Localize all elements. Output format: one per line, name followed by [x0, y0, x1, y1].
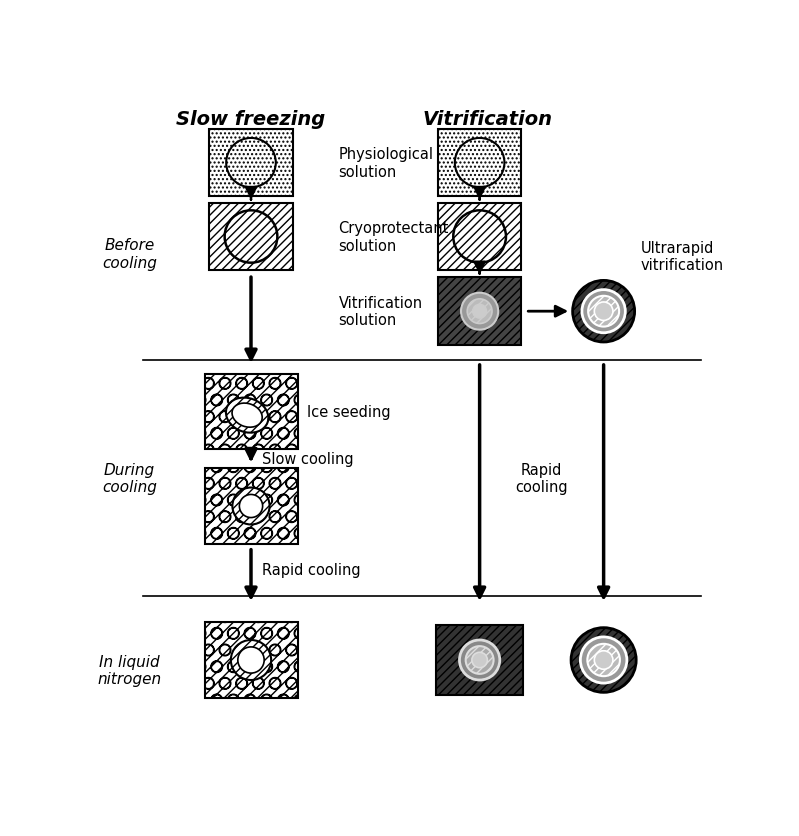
Text: During
cooling: During cooling: [102, 462, 157, 495]
Circle shape: [473, 305, 487, 319]
Bar: [438, 130, 522, 197]
Text: Ice seeding: Ice seeding: [307, 405, 391, 420]
Circle shape: [588, 297, 619, 327]
Text: Vitrification
solution: Vitrification solution: [339, 296, 423, 328]
Circle shape: [467, 299, 492, 324]
Circle shape: [582, 290, 626, 334]
Text: Vitrification: Vitrification: [423, 110, 552, 129]
Circle shape: [225, 211, 277, 263]
Text: In liquid
nitrogen: In liquid nitrogen: [97, 654, 161, 686]
Circle shape: [587, 644, 620, 676]
Circle shape: [455, 139, 504, 188]
Circle shape: [571, 628, 636, 692]
Text: Rapid
cooling: Rapid cooling: [515, 462, 568, 495]
Bar: [438, 278, 522, 345]
Text: Before
cooling: Before cooling: [102, 238, 157, 270]
Circle shape: [466, 646, 494, 674]
Circle shape: [233, 488, 269, 525]
Circle shape: [573, 281, 634, 343]
Circle shape: [472, 653, 487, 668]
Circle shape: [459, 640, 500, 681]
Ellipse shape: [232, 404, 262, 428]
Bar: [205, 623, 297, 698]
Bar: [438, 203, 522, 271]
Text: Slow cooling: Slow cooling: [262, 451, 353, 466]
Circle shape: [580, 637, 627, 683]
Circle shape: [453, 211, 506, 263]
Text: Slow freezing: Slow freezing: [177, 110, 326, 129]
Text: Rapid cooling: Rapid cooling: [262, 563, 360, 578]
Ellipse shape: [226, 398, 268, 433]
Circle shape: [594, 303, 613, 321]
Circle shape: [461, 293, 499, 330]
Circle shape: [594, 651, 613, 670]
Circle shape: [226, 139, 276, 188]
Circle shape: [240, 495, 263, 518]
Text: Cryoprotectant
solution: Cryoprotectant solution: [339, 221, 449, 253]
Text: Physiological
solution: Physiological solution: [339, 147, 434, 180]
Bar: [209, 130, 293, 197]
Text: Ultrarapid
vitrification: Ultrarapid vitrification: [641, 240, 724, 273]
Bar: [436, 624, 523, 696]
Bar: [205, 375, 297, 450]
Circle shape: [231, 640, 271, 681]
Circle shape: [238, 647, 264, 673]
Bar: [209, 203, 293, 271]
Bar: [205, 469, 297, 544]
